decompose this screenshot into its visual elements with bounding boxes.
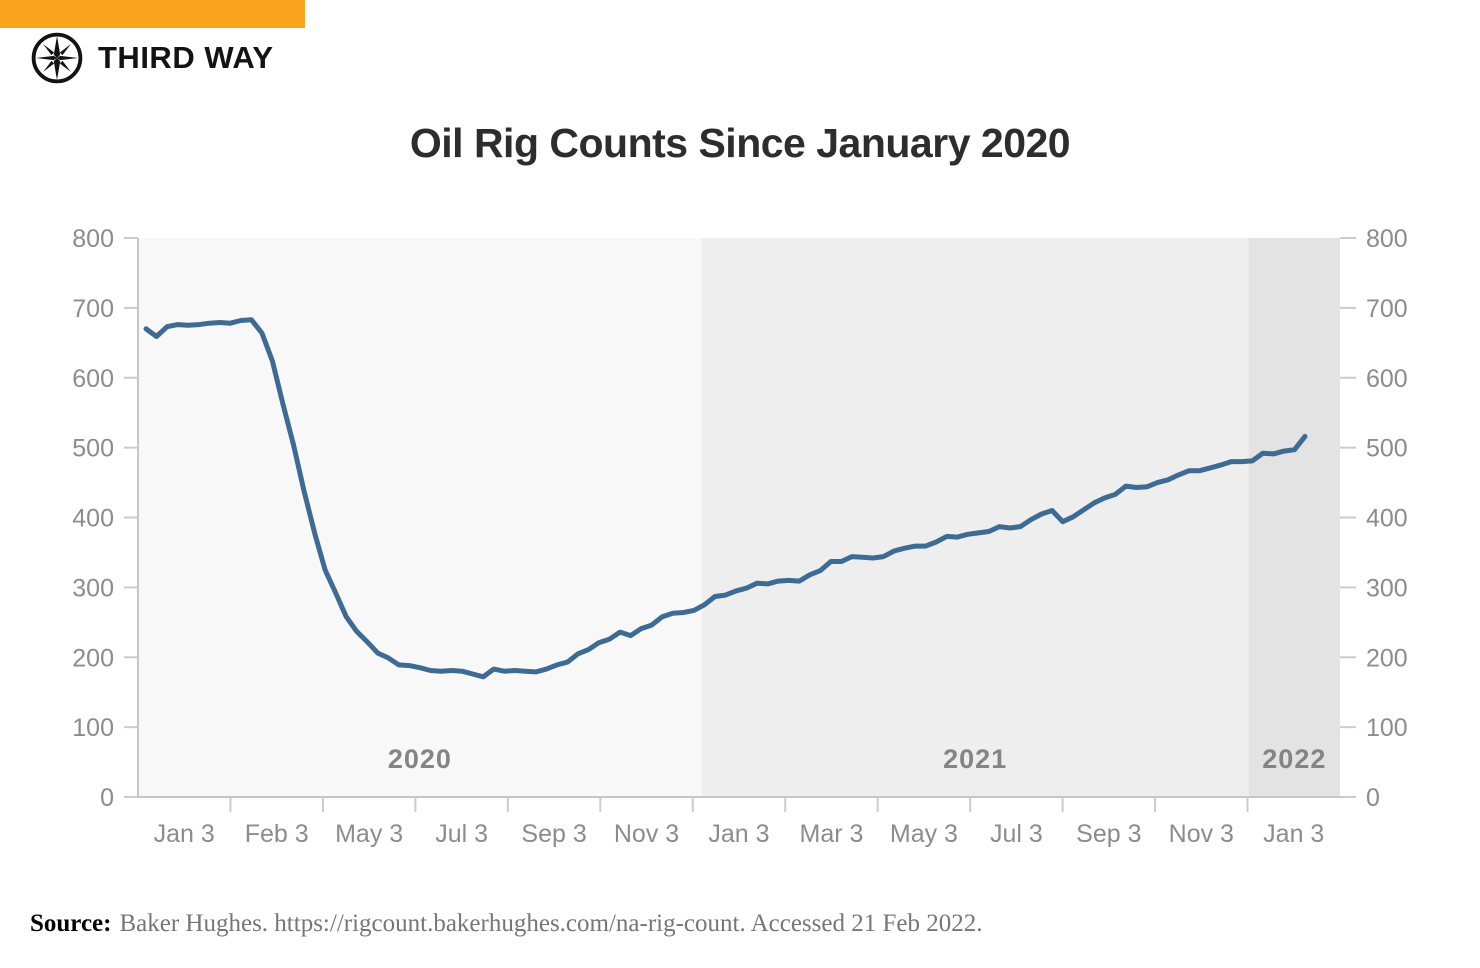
source-line: Source: Baker Hughes. https://rigcount.ba… bbox=[30, 910, 983, 938]
x-tick-label: Jan 3 bbox=[154, 820, 215, 848]
year-label: 2020 bbox=[388, 744, 452, 774]
y-tick-label-left: 300 bbox=[72, 574, 114, 602]
brand-accent-bar bbox=[0, 0, 305, 28]
x-tick-label: May 3 bbox=[335, 820, 403, 848]
x-tick-label: Jul 3 bbox=[435, 820, 488, 848]
year-region bbox=[1248, 238, 1340, 797]
x-tick-label: May 3 bbox=[890, 820, 958, 848]
year-label: 2021 bbox=[943, 744, 1007, 774]
year-label: 2022 bbox=[1262, 744, 1326, 774]
x-tick-label: Nov 3 bbox=[614, 820, 679, 848]
y-tick-label-right: 500 bbox=[1366, 435, 1408, 463]
chart-canvas: 800 800 700 700 600 600 500 500 400 400 300 300 200 2… bbox=[72, 225, 1408, 848]
y-tick-label-left: 700 bbox=[72, 295, 114, 323]
y-tick-label-left: 100 bbox=[72, 714, 114, 742]
y-tick-label-right: 100 bbox=[1366, 714, 1408, 742]
y-tick-label-left: 400 bbox=[72, 505, 114, 533]
brand-wordmark: THIRD WAY bbox=[98, 40, 274, 75]
year-region bbox=[701, 238, 1249, 797]
y-tick-label-right: 300 bbox=[1366, 574, 1408, 602]
x-tick-label: Jul 3 bbox=[990, 820, 1043, 848]
x-tick-label: Jan 3 bbox=[708, 820, 769, 848]
x-tick-label: Jan 3 bbox=[1263, 820, 1324, 848]
y-tick-label-right: 800 bbox=[1366, 225, 1408, 253]
rig-count-chart: 800 800 700 700 600 600 500 500 400 400 300 300 200 2… bbox=[0, 220, 1480, 870]
y-tick-label-right: 0 bbox=[1366, 784, 1380, 812]
y-tick-label-left: 0 bbox=[100, 784, 114, 812]
y-tick-label-left: 600 bbox=[72, 365, 114, 393]
y-tick-label-right: 200 bbox=[1366, 644, 1408, 672]
x-tick-label: Sep 3 bbox=[521, 820, 586, 848]
compass-logo-icon bbox=[31, 32, 83, 84]
x-tick-label: Feb 3 bbox=[245, 820, 309, 848]
source-label: Source: bbox=[30, 910, 112, 937]
y-tick-label-right: 700 bbox=[1366, 295, 1408, 323]
y-tick-label-right: 400 bbox=[1366, 505, 1408, 533]
y-tick-label-left: 500 bbox=[72, 435, 114, 463]
x-tick-label: Sep 3 bbox=[1076, 820, 1141, 848]
rig-count-line bbox=[143, 317, 1308, 680]
year-region bbox=[138, 238, 702, 797]
y-tick-label-left: 200 bbox=[72, 644, 114, 672]
chart-title: Oil Rig Counts Since January 2020 bbox=[409, 120, 1071, 166]
brand-header: THIRD WAY bbox=[30, 30, 274, 86]
x-tick-label: Mar 3 bbox=[800, 820, 864, 848]
y-tick-label-right: 600 bbox=[1366, 365, 1408, 393]
source-text: Baker Hughes. https://rigcount.bakerhugh… bbox=[119, 910, 983, 937]
x-tick-label: Nov 3 bbox=[1169, 820, 1234, 848]
y-tick-label-left: 800 bbox=[72, 225, 114, 253]
